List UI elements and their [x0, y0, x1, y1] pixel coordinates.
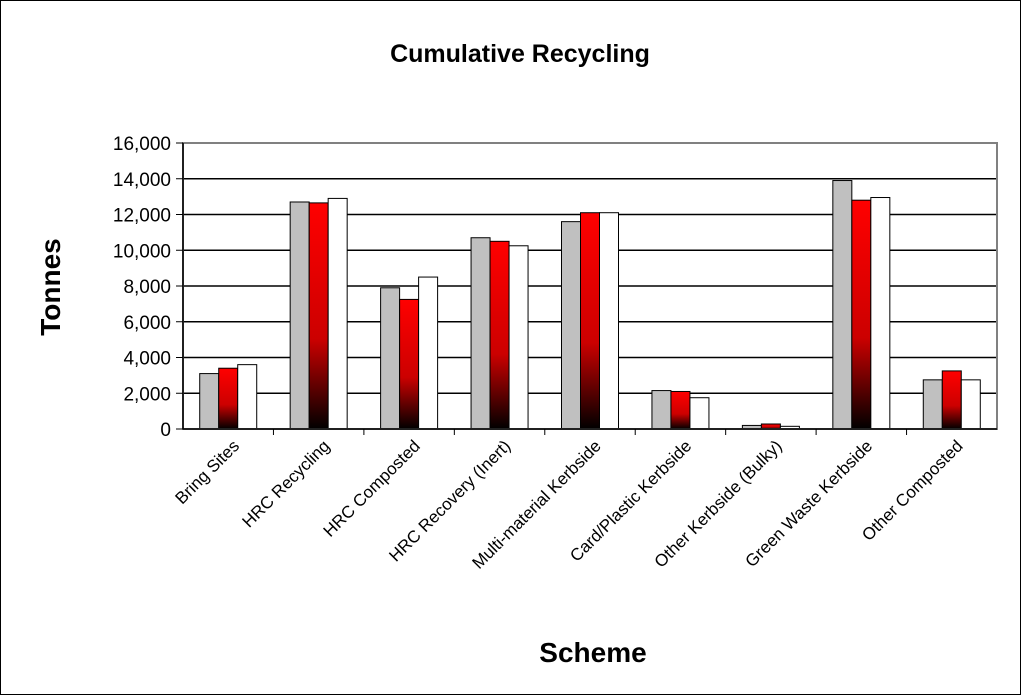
bar [418, 276, 439, 430]
y-tick-label: 16,000 [113, 134, 171, 155]
bar [399, 298, 420, 430]
y-tick-label: 10,000 [113, 241, 171, 262]
y-tick-label: 0 [160, 420, 171, 441]
x-category-label: HRC Recycling [239, 436, 334, 531]
bar [199, 373, 220, 430]
y-tick-label: 6,000 [123, 313, 171, 334]
bar [960, 379, 981, 430]
y-tick-label: 12,000 [113, 206, 171, 227]
bar [289, 201, 310, 430]
axes [176, 142, 997, 435]
bar [218, 367, 239, 430]
bar [580, 212, 600, 430]
bar [941, 370, 962, 430]
y-tick-label: 4,000 [123, 349, 171, 370]
bar [851, 199, 872, 430]
bar [922, 379, 943, 430]
chart-title: Cumulative Recycling [390, 40, 650, 68]
bar [508, 245, 529, 430]
bar [870, 197, 891, 430]
bar [308, 202, 329, 430]
bar [489, 240, 510, 430]
x-category-label: Bring Sites [171, 436, 243, 508]
x-axis-title: Scheme [539, 637, 646, 668]
bar [670, 390, 691, 430]
y-tick-labels: 0 2,000 4,000 6,000 8,000 10,000 12,000 14,000 1… [113, 134, 171, 441]
bar [832, 180, 853, 430]
y-tick-label: 2,000 [123, 384, 171, 405]
bar [327, 197, 348, 430]
x-category-label: Other Composted [858, 436, 966, 544]
y-axis-title: Tonnes [35, 238, 66, 335]
bar [651, 390, 672, 430]
bar [561, 221, 581, 430]
bar [470, 237, 491, 430]
bar [599, 212, 619, 430]
bar [380, 287, 401, 430]
x-category-label: HRC Composted [320, 436, 424, 540]
bar [237, 364, 258, 430]
bars [199, 180, 981, 430]
y-tick-label: 14,000 [113, 170, 171, 191]
bar [689, 397, 710, 430]
y-tick-label: 8,000 [123, 277, 171, 298]
